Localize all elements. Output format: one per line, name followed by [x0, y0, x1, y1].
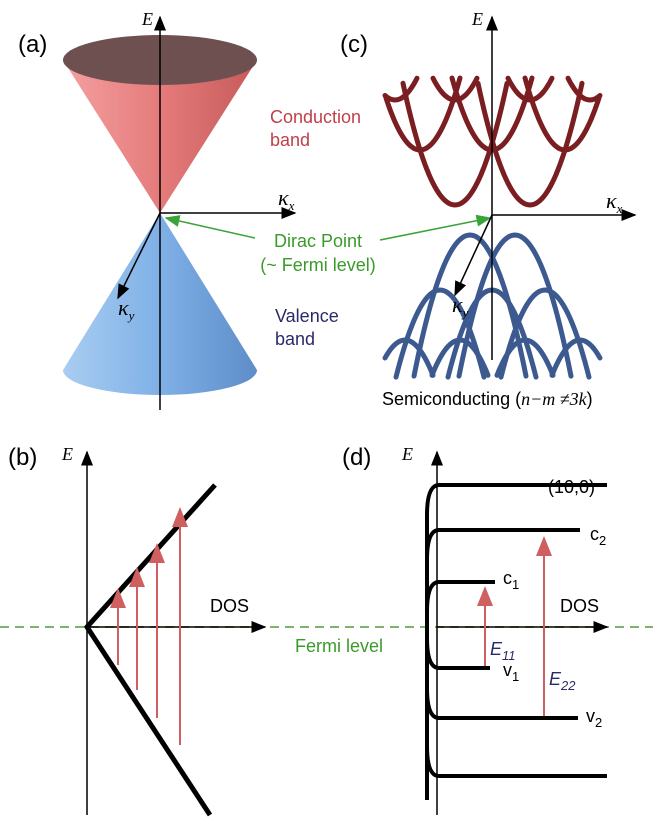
- dos-curve: [87, 485, 215, 815]
- caption-text: ): [587, 389, 593, 409]
- subscript: 2: [595, 715, 602, 730]
- axis-label: DOS: [210, 596, 249, 616]
- panel-label: (d): [342, 444, 371, 471]
- panel-label: (c): [340, 31, 368, 58]
- symbol: κ: [452, 292, 463, 317]
- subband: [552, 340, 600, 375]
- band-structure: (c) E κx κy Semiconducting (n−m ≠3k): [340, 9, 635, 409]
- subband-label: v1: [503, 660, 519, 684]
- axis-label: E: [471, 9, 483, 29]
- nanotube-dos: (d) E DOS (10,0) c1 c2 v1 v2 E11 E22: [342, 444, 607, 815]
- annotation: Dirac Point: [274, 231, 362, 251]
- symbol: κ: [118, 295, 129, 320]
- transition-label: E11: [490, 639, 516, 663]
- symbol: c: [590, 524, 599, 544]
- subband-label: c2: [590, 524, 606, 548]
- axis-label: κy: [452, 292, 469, 320]
- axis-label: DOS: [560, 596, 599, 616]
- panel-label: (b): [8, 444, 37, 471]
- symbol: κ: [606, 188, 617, 213]
- dos-curve: [427, 485, 607, 800]
- caption: Semiconducting (n−m ≠3k): [382, 389, 593, 409]
- subscript: 1: [512, 577, 519, 592]
- axis-label: κx: [278, 185, 295, 213]
- subband: [525, 78, 599, 150]
- figure: (a) E κx κy Conduction band Valence band…: [0, 0, 653, 824]
- subscript: x: [616, 201, 623, 216]
- transition-label: E22: [549, 669, 576, 693]
- band-label: band: [270, 130, 310, 150]
- band-label: Conduction: [270, 107, 361, 127]
- subband: [396, 290, 484, 377]
- axis-label: E: [61, 444, 73, 464]
- symbol: v: [503, 660, 512, 680]
- annotation: Fermi level: [295, 636, 383, 656]
- subscript: 2: [599, 533, 606, 548]
- subscript: 11: [502, 648, 516, 663]
- symbol: v: [586, 706, 595, 726]
- graphene-dos: (b) E DOS: [8, 444, 265, 815]
- axis-label: E: [401, 444, 413, 464]
- caption-math: n−m ≠3k: [521, 389, 588, 409]
- band-label: band: [275, 329, 315, 349]
- ky-axis: [455, 215, 492, 295]
- subscript: 22: [560, 678, 576, 693]
- subscript: y: [461, 305, 469, 320]
- subband: [386, 78, 460, 150]
- annotation: (~ Fermi level): [260, 255, 376, 275]
- subband-label: c1: [503, 568, 519, 592]
- subband-label: v2: [586, 706, 602, 730]
- pointer: [166, 218, 255, 238]
- cone-diagram: (a) E κx κy Conduction band Valence band: [18, 9, 361, 410]
- subband: [501, 290, 589, 377]
- symbol: c: [503, 568, 512, 588]
- subband: [568, 78, 600, 100]
- subscript: 1: [512, 669, 519, 684]
- subscript: x: [288, 198, 295, 213]
- axis-label: κx: [606, 188, 623, 216]
- subband: [385, 78, 417, 100]
- axis-label: E: [141, 9, 153, 29]
- panel-label: (a): [18, 31, 47, 58]
- subscript: y: [127, 308, 135, 323]
- caption-text: Semiconducting (: [382, 389, 521, 409]
- symbol: κ: [278, 185, 289, 210]
- band-label: Valence: [275, 306, 339, 326]
- subband: [385, 340, 433, 375]
